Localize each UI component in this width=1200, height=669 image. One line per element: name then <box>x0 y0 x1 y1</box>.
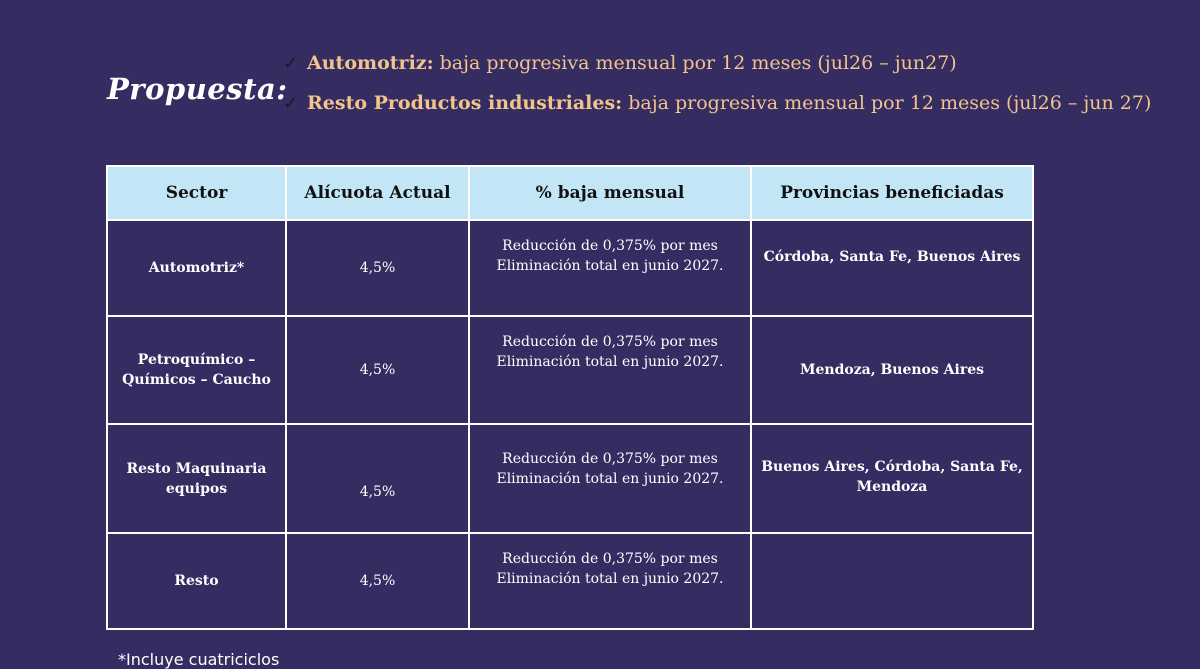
page-title: Propuesta: <box>107 72 288 106</box>
footnote: *Incluye cuatriciclos <box>118 650 280 669</box>
cell-alicuota: 4,5% <box>285 423 470 534</box>
table-row: Resto Maquinaria equipos 4,5% Reducción … <box>106 423 1034 534</box>
baja-line-1: Reducción de 0,375% por mes <box>502 334 718 350</box>
bullet-automotriz: ✓ Automotriz: baja progresiva mensual por… <box>283 52 1151 92</box>
cell-sector: Resto Maquinaria equipos <box>106 423 287 534</box>
checkmark-icon: ✓ <box>283 93 299 114</box>
bullet-label: Automotriz: <box>307 52 434 74</box>
header-baja-mensual: % baja mensual <box>468 165 752 221</box>
cell-sector: Automotriz* <box>106 219 287 317</box>
cell-baja: Reducción de 0,375% por mes Eliminación t… <box>468 532 752 630</box>
cell-sector: Petroquímico – Químicos – Caucho <box>106 315 287 425</box>
bullet-text: baja progresiva mensual por 12 meses (ju… <box>433 52 957 74</box>
bullet-label: Resto Productos industriales: <box>307 92 623 114</box>
header-sector: Sector <box>106 165 287 221</box>
baja-line-1: Reducción de 0,375% por mes <box>502 551 718 567</box>
cell-provincias: Mendoza, Buenos Aires <box>750 315 1034 425</box>
checkmark-icon: ✓ <box>283 53 299 74</box>
table-row: Resto 4,5% Reducción de 0,375% por mes El… <box>106 532 1034 630</box>
cell-alicuota: 4,5% <box>285 219 470 317</box>
cell-sector: Resto <box>106 532 287 630</box>
bullet-resto-productos: ✓ Resto Productos industriales: baja prog… <box>283 92 1151 132</box>
header-alicuota: Alícuota Actual <box>285 165 470 221</box>
table-row: Petroquímico – Químicos – Caucho 4,5% Re… <box>106 315 1034 425</box>
cell-provincias: Buenos Aires, Córdoba, Santa Fe, Mendoza <box>750 423 1034 534</box>
baja-line-2: Eliminación total en junio 2027. <box>496 471 724 487</box>
proposal-bullets: ✓ Automotriz: baja progresiva mensual por… <box>283 52 1151 132</box>
sector-table: Sector Alícuota Actual % baja mensual Pr… <box>106 165 1034 630</box>
cell-alicuota: 4,5% <box>285 532 470 630</box>
baja-line-1: Reducción de 0,375% por mes <box>502 451 718 467</box>
baja-line-2: Eliminación total en junio 2027. <box>496 354 724 370</box>
table-header-row: Sector Alícuota Actual % baja mensual Pr… <box>106 165 1034 221</box>
header-provincias: Provincias beneficiadas <box>750 165 1034 221</box>
baja-line-2: Eliminación total en junio 2027. <box>496 571 724 587</box>
table-row: Automotriz* 4,5% Reducción de 0,375% por… <box>106 219 1034 317</box>
baja-line-2: Eliminación total en junio 2027. <box>496 258 724 274</box>
cell-baja: Reducción de 0,375% por mes Eliminación t… <box>468 423 752 534</box>
cell-provincias <box>750 532 1034 630</box>
cell-baja: Reducción de 0,375% por mes Eliminación t… <box>468 315 752 425</box>
cell-alicuota: 4,5% <box>285 315 470 425</box>
bullet-text: baja progresiva mensual por 12 meses (ju… <box>622 92 1152 114</box>
cell-baja: Reducción de 0,375% por mes Eliminación t… <box>468 219 752 317</box>
cell-provincias: Córdoba, Santa Fe, Buenos Aires <box>750 219 1034 317</box>
baja-line-1: Reducción de 0,375% por mes <box>502 238 718 254</box>
